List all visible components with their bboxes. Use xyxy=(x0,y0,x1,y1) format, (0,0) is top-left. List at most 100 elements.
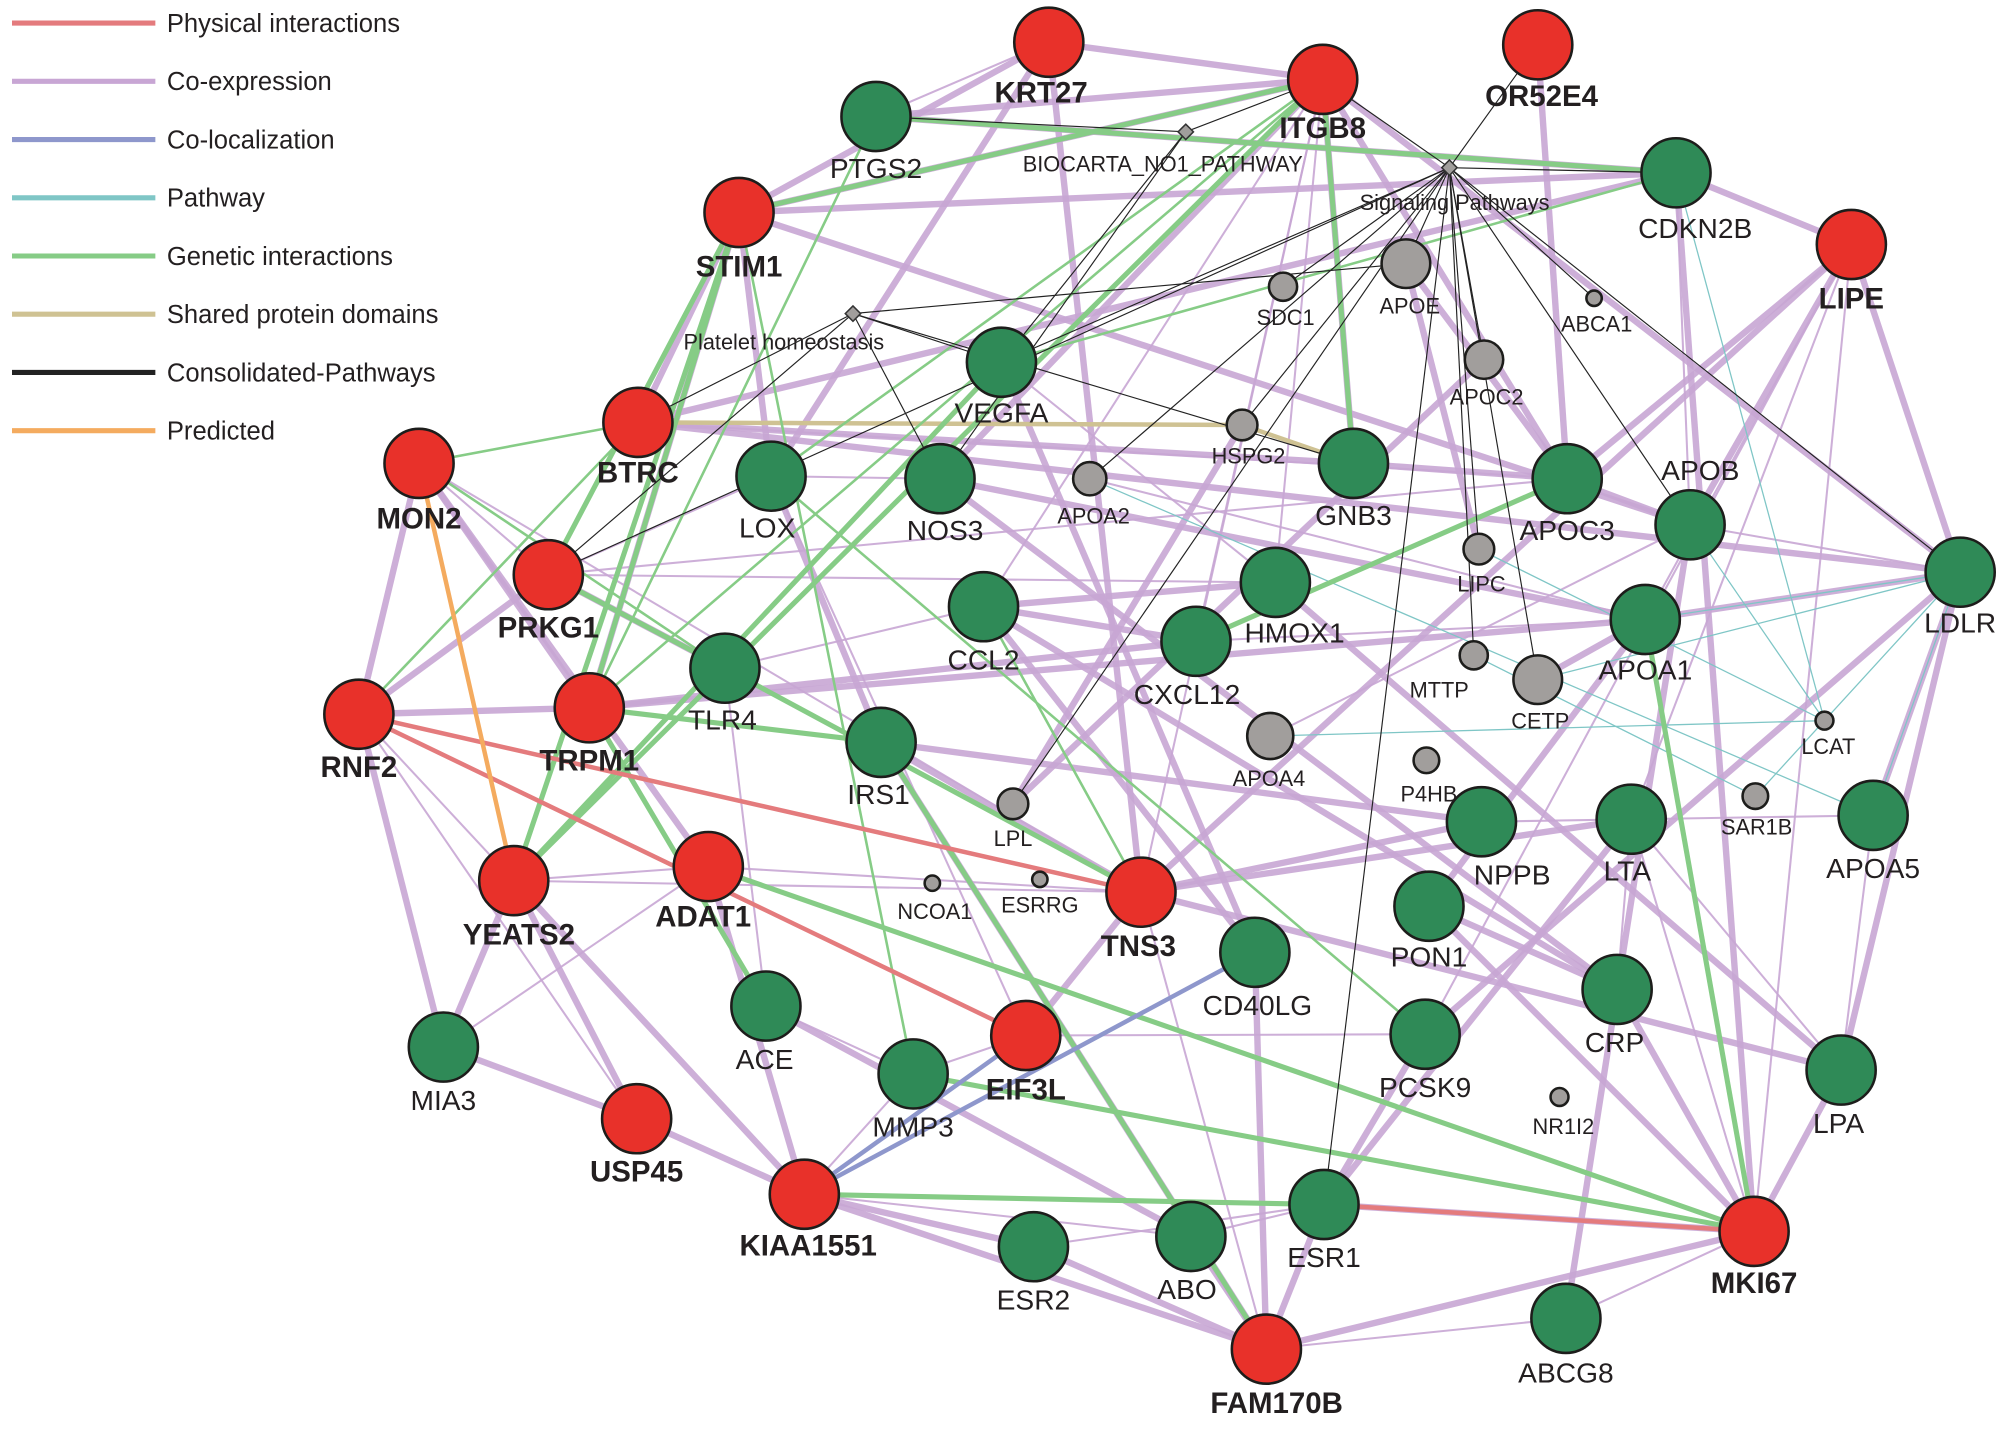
node-apoa1[interactable]: APOA1 xyxy=(1598,583,1692,686)
node-irs1[interactable]: IRS1 xyxy=(845,706,917,810)
node-circle[interactable] xyxy=(553,672,626,744)
node-circle[interactable] xyxy=(1393,870,1465,943)
node-sar1b[interactable]: SAR1B xyxy=(1721,782,1792,840)
node-mki67[interactable]: MKI67 xyxy=(1711,1195,1798,1300)
node-mon2[interactable]: MON2 xyxy=(377,427,462,536)
node-circle[interactable] xyxy=(600,1082,673,1155)
node-circle[interactable] xyxy=(1230,1313,1303,1385)
node-circle[interactable] xyxy=(996,787,1030,821)
node-circle[interactable] xyxy=(768,1158,841,1231)
node-circle[interactable] xyxy=(1815,208,1888,281)
node-circle[interactable] xyxy=(1412,746,1441,775)
node-circle[interactable] xyxy=(1225,408,1259,442)
node-vegfa[interactable]: VEGFA xyxy=(954,326,1049,429)
node-apoa4[interactable]: APOA4 xyxy=(1233,711,1306,791)
node-kiaa1551[interactable]: KIAA1551 xyxy=(739,1158,877,1263)
node-tlr4[interactable]: TLR4 xyxy=(688,632,761,736)
node-ldlr[interactable]: LDLR xyxy=(1924,536,1996,639)
node-circle[interactable] xyxy=(323,678,395,751)
node-circle[interactable] xyxy=(689,632,761,704)
node-abo[interactable]: ABO xyxy=(1155,1200,1227,1305)
node-apoc3[interactable]: APOC3 xyxy=(1519,442,1615,546)
node-apoa5[interactable]: APOA5 xyxy=(1826,779,1920,884)
node-circle[interactable] xyxy=(1814,710,1835,731)
node-circle[interactable] xyxy=(477,844,550,917)
node-or52e4[interactable]: OR52E4 xyxy=(1485,8,1599,113)
node-circle[interactable] xyxy=(965,326,1038,399)
node-circle[interactable] xyxy=(1512,654,1564,706)
node-circle[interactable] xyxy=(735,440,807,512)
node-rnf2[interactable]: RNF2 xyxy=(320,678,397,784)
node-hmox1[interactable]: HMOX1 xyxy=(1239,546,1345,649)
pathway-diamond-icon[interactable] xyxy=(844,304,862,323)
node-cetp[interactable]: CETP xyxy=(1511,654,1569,733)
node-ptgs2[interactable]: PTGS2 xyxy=(830,80,922,184)
node-mttp[interactable]: MTTP xyxy=(1410,640,1490,703)
node-circle[interactable] xyxy=(1640,136,1712,209)
node-mia3[interactable]: MIA3 xyxy=(407,1011,480,1116)
node-circle[interactable] xyxy=(1718,1195,1790,1268)
node-circle[interactable] xyxy=(877,1038,949,1110)
node-circle[interactable] xyxy=(1581,953,1653,1026)
node-circle[interactable] xyxy=(1805,1034,1877,1106)
node-sdc1[interactable]: SDC1 xyxy=(1257,271,1315,330)
node-circle[interactable] xyxy=(904,442,976,515)
node-circle[interactable] xyxy=(672,830,745,903)
node-apob[interactable]: APOB xyxy=(1654,455,1740,561)
node-circle[interactable] xyxy=(1924,536,1996,608)
node-adat1[interactable]: ADAT1 xyxy=(655,830,751,934)
node-circle[interactable] xyxy=(407,1011,480,1083)
node-usp45[interactable]: USP45 xyxy=(590,1082,683,1188)
node-circle[interactable] xyxy=(840,80,912,153)
node-circle[interactable] xyxy=(383,427,455,500)
node-esrrg[interactable]: ESRRG xyxy=(1001,870,1079,918)
node-circle[interactable] xyxy=(1267,271,1299,303)
node-itgb8[interactable]: ITGB8 xyxy=(1279,43,1366,145)
node-p4hb[interactable]: P4HB xyxy=(1401,746,1458,807)
node-abca1[interactable]: ABCA1 xyxy=(1561,289,1632,337)
node-circle[interactable] xyxy=(730,970,802,1042)
node-esr1[interactable]: ESR1 xyxy=(1287,1168,1361,1273)
node-circle[interactable] xyxy=(1239,546,1312,619)
node-ace[interactable]: ACE xyxy=(730,970,802,1075)
node-lta[interactable]: LTA xyxy=(1595,783,1668,887)
node-circle[interactable] xyxy=(1071,460,1108,497)
node-ncoa1[interactable]: NCOA1 xyxy=(897,874,972,925)
node-apoc2[interactable]: APOC2 xyxy=(1450,339,1524,409)
node-circle[interactable] xyxy=(1155,1200,1227,1273)
node-nr1i2[interactable]: NR1I2 xyxy=(1533,1086,1595,1139)
node-circle[interactable] xyxy=(989,999,1062,1072)
node-circle[interactable] xyxy=(1317,427,1390,500)
node-circle[interactable] xyxy=(1462,532,1496,566)
node-gnb3[interactable]: GNB3 xyxy=(1315,427,1392,531)
node-cxcl12[interactable]: CXCL12 xyxy=(1134,605,1240,710)
node-circle[interactable] xyxy=(1380,238,1432,290)
node-circle[interactable] xyxy=(1288,1168,1360,1241)
node-lcat[interactable]: LCAT xyxy=(1801,710,1855,759)
node-abcg8[interactable]: ABCG8 xyxy=(1518,1282,1614,1389)
node-yeats2[interactable]: YEATS2 xyxy=(463,844,575,952)
node-circle[interactable] xyxy=(1445,785,1518,858)
node-pon1[interactable]: PON1 xyxy=(1391,870,1468,973)
node-fam170b[interactable]: FAM170B xyxy=(1210,1313,1343,1421)
node-apoa2[interactable]: APOA2 xyxy=(1057,460,1130,529)
node-circle[interactable] xyxy=(923,874,942,893)
node-circle[interactable] xyxy=(1654,488,1726,561)
node-circle[interactable] xyxy=(845,706,917,779)
node-lipc[interactable]: LIPC xyxy=(1457,532,1506,597)
pathway-diamond-icon[interactable] xyxy=(1176,123,1195,141)
node-circle[interactable] xyxy=(1531,442,1604,515)
node-circle[interactable] xyxy=(1530,1282,1602,1355)
node-stim1[interactable]: STIM1 xyxy=(696,176,783,284)
node-apoe[interactable]: APOE xyxy=(1380,238,1440,319)
node-circle[interactable] xyxy=(1549,1086,1570,1108)
node-mmp3[interactable]: MMP3 xyxy=(872,1038,954,1143)
node-signaling-pathways[interactable]: Signaling Pathways xyxy=(1360,158,1550,215)
node-nos3[interactable]: NOS3 xyxy=(904,442,983,546)
node-circle[interactable] xyxy=(1458,640,1490,671)
node-circle[interactable] xyxy=(1501,8,1574,81)
node-prkg1[interactable]: PRKG1 xyxy=(498,538,599,644)
node-circle[interactable] xyxy=(1389,998,1461,1071)
node-circle[interactable] xyxy=(997,1210,1070,1283)
node-esr2[interactable]: ESR2 xyxy=(997,1210,1071,1315)
